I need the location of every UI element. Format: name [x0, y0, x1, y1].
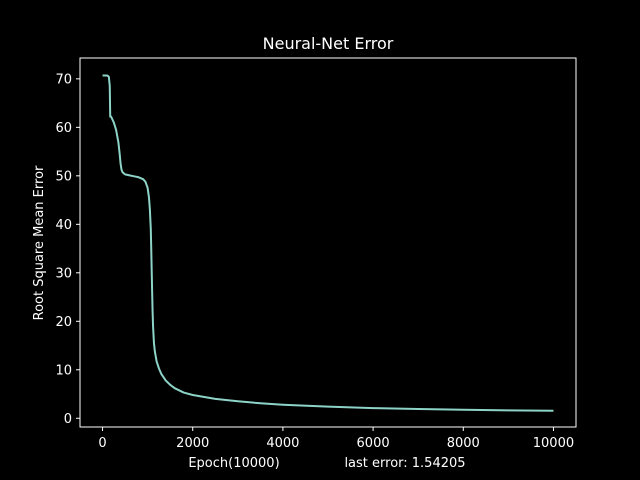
error-series-line	[102, 74, 554, 412]
x-tick-label: 8000	[447, 436, 480, 451]
y-tick-label: 40	[55, 218, 72, 233]
y-tick-label: 70	[55, 72, 72, 87]
y-tick-label: 10	[55, 363, 72, 378]
x-tick-label: 4000	[266, 436, 299, 451]
x-axis-ticks: 0 2000 4000 6000 8000 10000	[98, 427, 574, 451]
y-axis-label: Root Square Mean Error	[32, 165, 47, 320]
last-error-annotation: last error: 1.54205	[344, 456, 465, 471]
series-layer	[102, 74, 554, 412]
y-axis-ticks: 0 10 20 30 40 50 60 70	[55, 72, 80, 427]
x-tick-label: 6000	[357, 436, 390, 451]
chart-title: Neural-Net Error	[263, 34, 394, 53]
y-tick-label: 50	[55, 169, 72, 184]
plot-frame	[79, 57, 577, 428]
y-tick-label: 60	[55, 121, 72, 136]
x-tick-label: 2000	[176, 436, 209, 451]
y-tick-label: 0	[64, 412, 72, 427]
x-tick-label: 0	[98, 436, 106, 451]
y-tick-label: 20	[55, 315, 72, 330]
x-tick-label: 10000	[533, 436, 574, 451]
y-tick-label: 30	[55, 266, 72, 281]
x-axis-label: Epoch(10000)	[188, 456, 279, 471]
